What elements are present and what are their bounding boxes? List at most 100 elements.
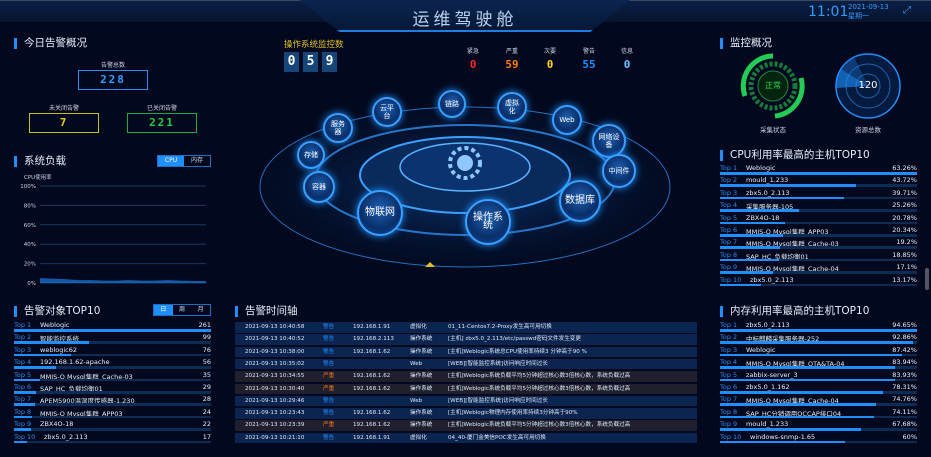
hub-node[interactable]: 中间件 xyxy=(602,154,636,188)
list-item: Top 4 192.168.1.62-apache 56 xyxy=(14,358,211,370)
item-value: 20.78% xyxy=(892,213,917,222)
progress-fill xyxy=(720,403,876,406)
hub-node[interactable]: 网络设备 xyxy=(592,124,626,158)
item-name: MMIS-O Mysql集群_APP03 xyxy=(746,228,829,236)
item-name: zbx5.0_2.113 xyxy=(746,188,790,197)
timeline-ip: 192.168.1.62 xyxy=(353,422,391,429)
hub-node[interactable]: 容器 xyxy=(303,171,335,203)
hub-node[interactable]: 服务器 xyxy=(323,113,353,143)
rank-label: Top 2 xyxy=(14,333,32,342)
progress-fill xyxy=(720,172,917,175)
progress-track xyxy=(720,196,917,200)
progress-fill xyxy=(720,283,761,287)
item-name: Weblogic xyxy=(40,321,70,329)
timeline-msg: [主机]Weblogic系统负载平均5分钟超过核心数3倍核心数，系统负载过高 xyxy=(448,373,631,380)
item-value: 60% xyxy=(902,432,917,441)
item-value: 94.65% xyxy=(892,321,917,329)
y-tick-label: 40% xyxy=(24,242,36,248)
progress-fill xyxy=(14,428,31,431)
timeline-time: 2021-09-13 10:38:00 xyxy=(245,348,305,355)
y-tick-label: 0% xyxy=(27,281,36,287)
scrollbar[interactable] xyxy=(925,268,929,290)
item-value: 17 xyxy=(202,432,211,441)
resources-radar-gauge xyxy=(835,53,901,119)
list-item: Top 7 MMIS-O Mysql集群_Cache-03 19.2% xyxy=(720,238,917,250)
item-name: SAP_HC_负载均衡01 xyxy=(40,385,103,393)
open-alerts-label: 未关闭告警 xyxy=(48,105,79,112)
total-alerts-value: 228 xyxy=(78,70,148,90)
item-name: ZBX4O-18 xyxy=(746,213,780,222)
timeline-row[interactable]: 2021-09-13 10:38:00 警告 192.168.1.62 操作系统 [主机… xyxy=(235,346,697,358)
progress-track xyxy=(720,428,917,431)
hub-node[interactable]: 存储 xyxy=(297,141,325,169)
progress-track xyxy=(14,378,211,382)
progress-fill xyxy=(720,234,784,237)
tab-memory[interactable]: 内存 xyxy=(190,157,203,164)
progress-fill xyxy=(14,378,41,382)
severity-value: 55 xyxy=(582,58,596,71)
timeline-ip: 192.168.1.91 xyxy=(353,324,391,330)
timeline-type: 虚拟化 xyxy=(410,324,427,330)
list-item: Top 9 ZBX4O-18 22 xyxy=(14,420,211,432)
severity-value: 0 xyxy=(546,58,554,71)
timeline-row[interactable]: 2021-09-13 10:29:46 警告 Web [WEB][智能监控系统]访问响… xyxy=(235,395,697,407)
progress-fill xyxy=(720,271,774,274)
tab-day[interactable]: 日 xyxy=(154,305,173,315)
progress-track xyxy=(14,391,211,394)
severity-4: 信息 0 xyxy=(612,46,642,71)
timeline-row[interactable]: 2021-09-13 10:34:55 严重 192.168.1.62 操作系统 [主机… xyxy=(235,371,697,382)
title-plate xyxy=(300,0,630,32)
hub-node[interactable]: 物联网 xyxy=(357,190,403,236)
y-tick-label: 60% xyxy=(24,223,36,229)
timeline-row[interactable]: 2021-09-13 10:40:52 警告 192.168.2.113 操作系统 [主… xyxy=(235,334,697,345)
counter-digit: 5 xyxy=(303,52,318,72)
list-item: Top 10 zbx5.0_2.113 13.17% xyxy=(720,276,917,288)
today-alerts-title: 今日告警概况 xyxy=(14,38,87,49)
list-item: Top 2 mould_1.233 43.72% xyxy=(720,176,917,188)
timeline-row[interactable]: 2021-09-13 10:30:40 严重 192.168.1.62 操作系统 [主机… xyxy=(235,383,697,394)
level-badge: 警告 xyxy=(323,410,335,417)
list-item: Top 6 zbx5.0_1.162 78.31% xyxy=(720,383,917,395)
item-name: SAP_HC_负载均衡01 xyxy=(746,252,809,261)
item-name: Weblogic xyxy=(746,164,776,172)
list-item: Top 6 MMIS-O Mysql集群_APP03 20.34% xyxy=(720,226,917,238)
progress-fill xyxy=(720,184,857,187)
counter-digit: 9 xyxy=(322,52,337,72)
progress-fill xyxy=(720,209,799,212)
tab-week[interactable]: 周 xyxy=(179,306,186,313)
hub-node[interactable]: 操作系统 xyxy=(465,199,511,245)
gear-icon xyxy=(448,146,482,180)
item-value: 29 xyxy=(202,383,211,391)
list-item: Top 6 SAP_HC_负载均衡01 29 xyxy=(14,383,211,395)
list-item: Top 10 zbx5.0_2.113 17 xyxy=(14,433,211,445)
hub-node[interactable]: 云平台 xyxy=(372,97,402,127)
timeline-row[interactable]: 2021-09-13 10:23:43 警告 192.168.1.62 操作系统 [主机… xyxy=(235,408,697,419)
timeline-ip: 192.168.2.113 xyxy=(353,336,394,343)
timeline-type: 操作系统 xyxy=(410,385,433,392)
period-toggle: 日 周 月 xyxy=(153,304,211,316)
hub-node[interactable]: 数据库 xyxy=(559,180,601,222)
timeline-row[interactable]: 2021-09-13 10:21:10 警告 192.168.1.91 虚拟化 04_4… xyxy=(235,432,697,444)
item-value: 87.42% xyxy=(892,345,917,354)
item-name: APEM5900温湿度传感器-1.230 xyxy=(40,397,135,406)
progress-track xyxy=(720,246,917,249)
severity-0: 紧急 0 xyxy=(458,46,488,71)
timeline-row[interactable]: 2021-09-13 10:40:58 警告 192.168.1.91 虚拟化 01_1… xyxy=(235,322,697,333)
cpu-top10-title: CPU利用率最高的主机TOP10 xyxy=(720,150,870,161)
tab-cpu[interactable]: CPU xyxy=(158,156,184,166)
date: 2021-09-13 xyxy=(848,3,889,11)
timeline-row[interactable]: 2021-09-13 10:35:02 警告 Web [WEB][智能监控系统]访问响… xyxy=(235,358,697,370)
item-value: 92.86% xyxy=(892,333,917,342)
timeline-msg: [主机]Weblogic系统负载平均5分钟超过核心数3倍核心数，系统负载过高 xyxy=(448,422,631,429)
hub-node[interactable]: 链路 xyxy=(438,90,466,118)
tab-month[interactable]: 月 xyxy=(197,306,204,313)
timeline-row[interactable]: 2021-09-13 10:23:39 严重 192.168.1.62 操作系统 [主机… xyxy=(235,420,697,431)
item-name: zbx5.0_1.162 xyxy=(746,383,790,391)
rank-label: Top 2 xyxy=(720,176,738,185)
hub-node[interactable]: 虚拟化 xyxy=(497,92,527,122)
severity-value: 0 xyxy=(469,58,477,71)
os-monitor-title: 操作系统监控数 xyxy=(284,40,344,50)
hub-node[interactable]: Web xyxy=(552,105,582,135)
rank-label: Top 8 xyxy=(720,407,738,416)
expand-icon[interactable]: ⤢ xyxy=(903,5,911,16)
